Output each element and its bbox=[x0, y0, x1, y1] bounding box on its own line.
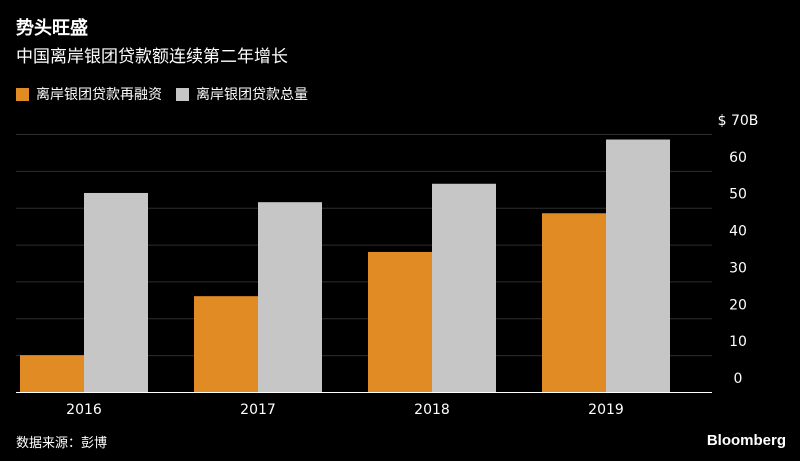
bar-refinancing-2016 bbox=[20, 355, 84, 392]
legend-label-total: 离岸银团贷款总量 bbox=[196, 87, 308, 103]
legend: 离岸银团贷款再融资 离岸银团贷款总量 bbox=[16, 84, 308, 104]
source-note: 数据来源：彭博 bbox=[16, 436, 108, 451]
legend-swatch-refinancing bbox=[16, 87, 29, 101]
y-tick-label-50: 50 bbox=[729, 187, 747, 203]
bar-total-2017 bbox=[258, 202, 322, 392]
y-tick-label-30: 30 bbox=[729, 260, 747, 276]
chart-subtitle: 中国离岸银团贷款额连续第二年增长 bbox=[16, 47, 288, 67]
bloomberg-logo: Bloomberg bbox=[706, 432, 786, 449]
y-tick-label-10: 10 bbox=[729, 334, 747, 350]
y-tick-label-40: 40 bbox=[729, 224, 747, 240]
y-tick-label-20: 20 bbox=[729, 297, 747, 313]
bar-refinancing-2018 bbox=[368, 251, 432, 392]
bar-refinancing-2017 bbox=[194, 296, 258, 392]
y-tick-label-60: 60 bbox=[729, 150, 747, 166]
x-tick-label-2018: 2018 bbox=[414, 402, 450, 418]
bar-refinancing-2019 bbox=[542, 213, 606, 392]
bar-total-2016 bbox=[84, 192, 148, 392]
x-tick-label-2016: 2016 bbox=[66, 402, 102, 418]
legend-item-refinancing: 离岸银团贷款再融资 bbox=[16, 84, 162, 104]
x-tick-label-2017: 2017 bbox=[240, 402, 276, 418]
y-tick-label-0: 0 bbox=[734, 371, 743, 387]
chart-title: 势头旺盛 bbox=[16, 18, 88, 39]
bar-total-2019 bbox=[606, 139, 670, 392]
x-tick-label-2019: 2019 bbox=[588, 402, 624, 418]
legend-swatch-total bbox=[176, 87, 189, 101]
bar-total-2018 bbox=[432, 183, 496, 392]
legend-item-total: 离岸银团贷款总量 bbox=[176, 84, 308, 104]
legend-label-refinancing: 离岸银团贷款再融资 bbox=[36, 87, 162, 103]
y-tick-label-70: $ 70B bbox=[718, 113, 759, 129]
